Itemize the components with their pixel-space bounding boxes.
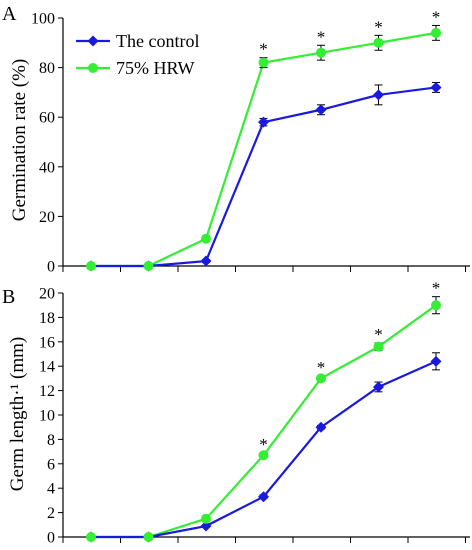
panel-a-point-hrw — [258, 57, 269, 68]
panel-b-point-hrw — [316, 373, 326, 384]
panel-a-point-control — [200, 255, 212, 267]
panel-b-significance-star: * — [317, 358, 326, 377]
panel-a-significance-star: * — [374, 17, 383, 36]
panel-a-point-hrw — [373, 37, 384, 48]
panel-b-point-control — [430, 355, 442, 367]
legend-marker-hrw — [88, 63, 98, 73]
panel-letter-a: A — [2, 3, 17, 25]
panel-b-y-tick-label: 6 — [47, 456, 55, 473]
panel-b-y-tick-label: 10 — [39, 408, 55, 425]
panel-b-y-tick-label: 18 — [39, 310, 55, 327]
panel-a-point-hrw — [201, 233, 211, 244]
panel-b-y-tick-label: 16 — [39, 334, 55, 351]
panel-b-y-tick-label: 8 — [47, 432, 55, 449]
panel-b-point-hrw — [143, 532, 154, 542]
panel-a-point-control — [315, 104, 327, 116]
legend-label-control: The control — [116, 31, 199, 51]
legend-label-hrw: 75% HRW — [116, 58, 195, 78]
panel-a-series-line — [91, 86, 437, 268]
panel-a-point-hrw — [431, 27, 441, 38]
panel-b-significance-star: * — [259, 435, 268, 454]
panel-a-y-tick-label: 40 — [39, 159, 55, 176]
panel-b-point-control — [258, 491, 269, 503]
panel-a-significance-star: * — [259, 40, 268, 59]
panel-a: A Germination rate (%) 0 20 40 60 80 100 * * * * T… — [2, 3, 470, 276]
panel-b-y-tick-label: 14 — [39, 359, 55, 376]
panel-a-point-hrw — [316, 47, 326, 58]
panel-b-point-hrw — [86, 532, 96, 542]
panel-b-y-tick-label: 20 — [39, 286, 55, 303]
panel-a-point-control — [373, 89, 384, 101]
panel-b: B Germ length·¹ (mm) 0 2 4 6 8 10 12 14 16 18 20 * *… — [2, 279, 470, 547]
panel-b-significance-star: * — [374, 325, 383, 344]
panel-a-significance-star: * — [317, 27, 326, 46]
legend-marker-control — [87, 35, 99, 47]
panel-a-point-hrw — [86, 261, 96, 271]
panel-a-y-axis-label: Germination rate (%) — [9, 59, 30, 221]
panel-a-point-hrw — [143, 261, 154, 271]
panel-letter-b: B — [2, 286, 15, 308]
panel-a-point-control — [258, 116, 269, 128]
panel-b-point-control — [200, 520, 212, 532]
panel-b-y-tick-label: 0 — [47, 530, 55, 547]
panel-b-point-hrw — [373, 341, 384, 352]
panel-a-point-control — [430, 81, 442, 93]
panel-a-y-tick-label: 0 — [47, 259, 55, 276]
panel-b-point-control — [315, 421, 327, 433]
panel-b-point-hrw — [258, 450, 269, 461]
panel-b-point-hrw — [431, 300, 441, 311]
panel-a-significance-star: * — [432, 7, 441, 26]
panel-a-y-tick-label: 60 — [39, 110, 55, 127]
panel-a-y-tick-label: 100 — [31, 11, 55, 28]
panel-b-y-tick-label: 2 — [47, 505, 55, 522]
panel-a-y-tick-label: 80 — [39, 60, 55, 77]
panel-b-y-axis-label: Germ length·¹ (mm) — [7, 337, 28, 492]
panel-b-significance-star: * — [432, 279, 441, 298]
panel-b-y-tick-label: 12 — [39, 383, 55, 400]
panel-b-point-control — [373, 381, 384, 393]
panel-a-y-tick-label: 20 — [39, 209, 55, 226]
panel-b-point-hrw — [201, 513, 211, 524]
panel-b-y-tick-label: 4 — [47, 481, 55, 498]
